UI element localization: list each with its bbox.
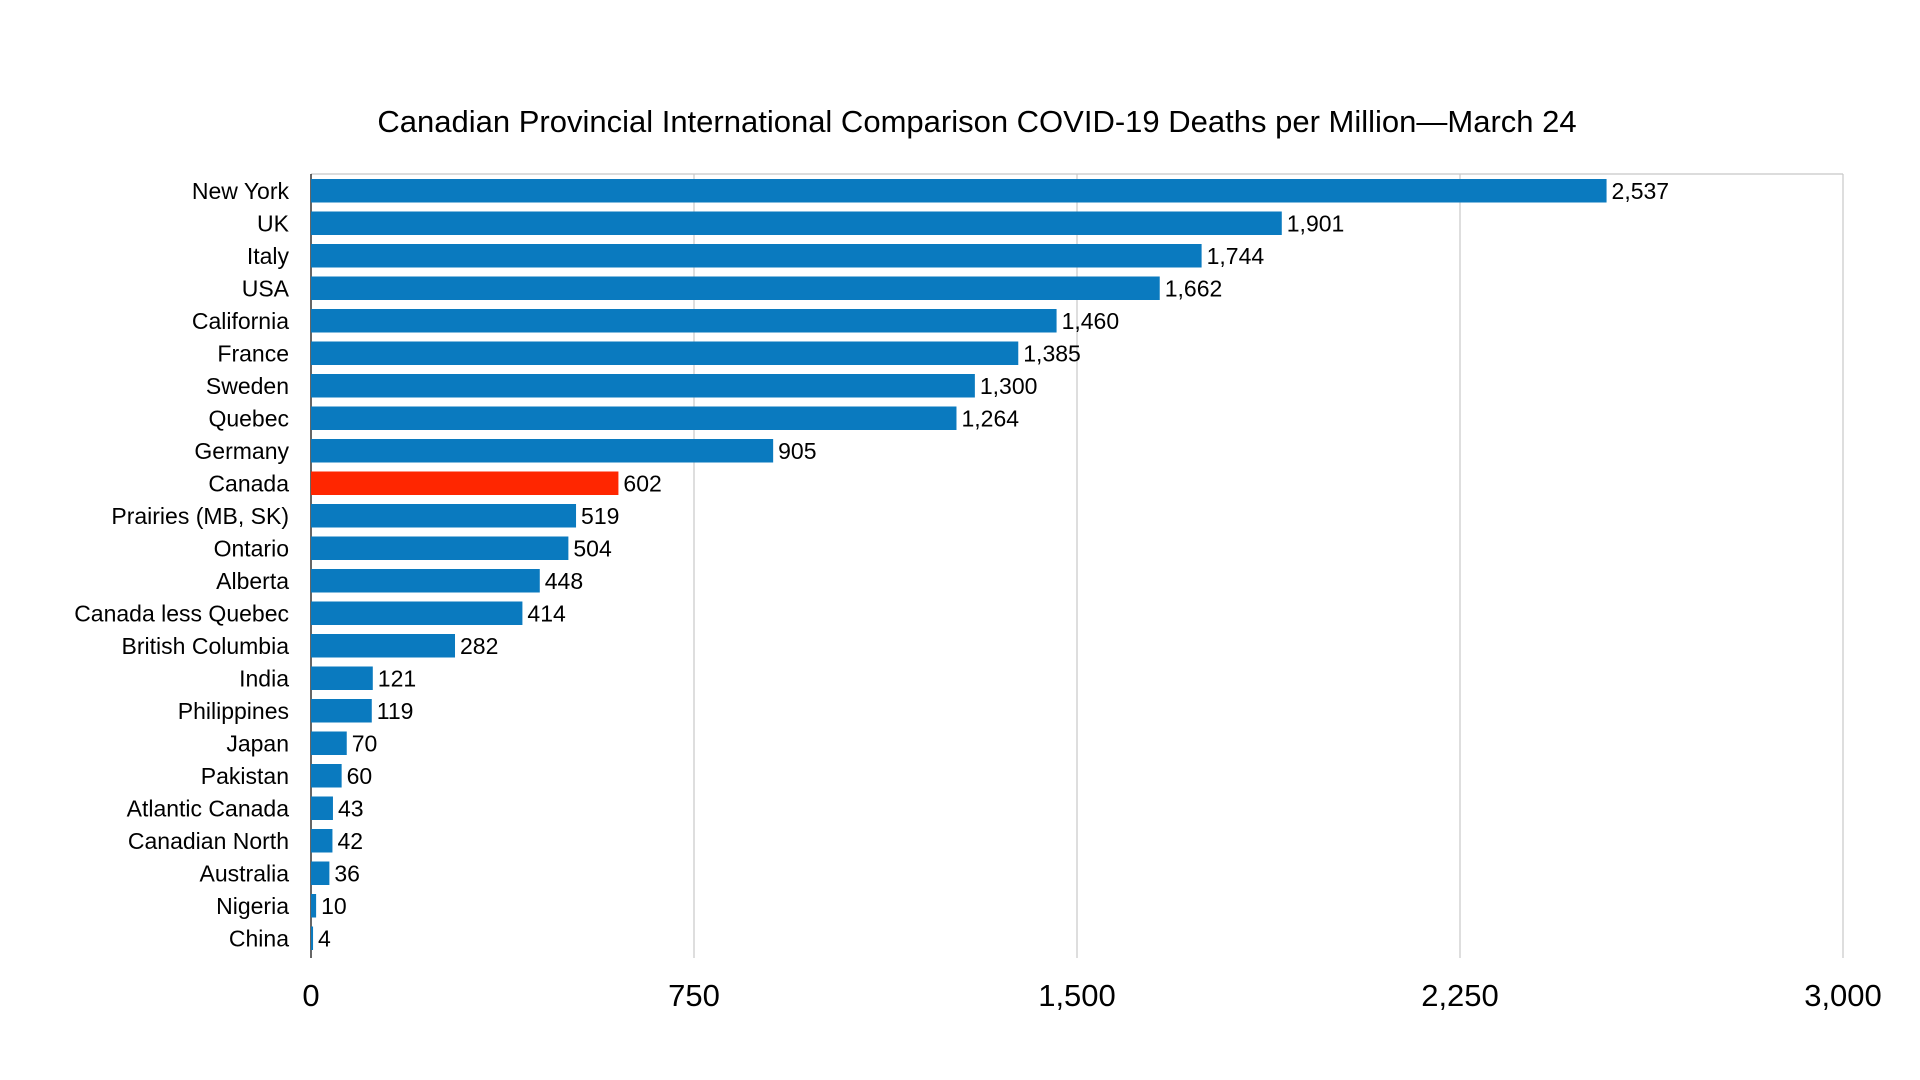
category-label: UK bbox=[257, 210, 290, 236]
category-label: Germany bbox=[194, 438, 289, 464]
bar-australia bbox=[311, 861, 330, 885]
bar-japan bbox=[311, 731, 347, 755]
category-label: Canada bbox=[208, 470, 289, 496]
x-tick-label: 0 bbox=[302, 978, 319, 1013]
category-label: Prairies (MB, SK) bbox=[111, 503, 289, 529]
bar-germany bbox=[311, 439, 774, 463]
category-label: Ontario bbox=[214, 535, 289, 561]
x-tick-label: 1,500 bbox=[1038, 978, 1116, 1013]
x-tick-label: 2,250 bbox=[1421, 978, 1499, 1013]
grid-lines bbox=[310, 173, 1844, 958]
category-labels: New York UK Italy USA California France Sweden… bbox=[74, 178, 289, 952]
data-label: 602 bbox=[623, 470, 661, 496]
x-axis-tick-labels: 0 750 1,500 2,250 3,000 bbox=[302, 978, 1881, 1013]
data-label: 70 bbox=[352, 730, 378, 756]
bar-usa bbox=[311, 276, 1160, 300]
bars bbox=[311, 179, 1607, 950]
data-label: 448 bbox=[545, 568, 583, 594]
category-label: Atlantic Canada bbox=[127, 795, 290, 821]
bar-quebec bbox=[311, 406, 957, 430]
data-label: 119 bbox=[377, 698, 414, 724]
category-label: Alberta bbox=[216, 568, 289, 594]
data-label: 121 bbox=[378, 665, 416, 691]
category-label: Japan bbox=[226, 730, 289, 756]
bar-italy bbox=[311, 244, 1202, 268]
chart-title: Canadian Provincial International Compar… bbox=[377, 104, 1576, 139]
data-label: 60 bbox=[347, 763, 373, 789]
category-label: British Columbia bbox=[122, 633, 290, 659]
data-label: 42 bbox=[337, 828, 363, 854]
category-label: Sweden bbox=[206, 373, 289, 399]
category-label: Canadian North bbox=[128, 828, 289, 854]
bar-alberta bbox=[311, 569, 540, 593]
bar-atlantic-canada bbox=[311, 796, 333, 820]
x-tick-label: 3,000 bbox=[1804, 978, 1882, 1013]
bar-canadian-north bbox=[311, 829, 333, 853]
bar-france bbox=[311, 341, 1019, 365]
value-labels: 2,537 1,901 1,744 1,662 1,460 1,385 1,300 1,264… bbox=[318, 178, 1669, 952]
category-label: California bbox=[192, 308, 289, 334]
bar-canada-less-quebec bbox=[311, 601, 523, 625]
data-label: 905 bbox=[778, 438, 816, 464]
data-label: 1,901 bbox=[1287, 210, 1345, 236]
data-label: 43 bbox=[338, 795, 364, 821]
data-label: 36 bbox=[334, 860, 360, 886]
bar-california bbox=[311, 309, 1057, 333]
data-label: 1,264 bbox=[961, 405, 1019, 431]
bar-canada bbox=[311, 471, 619, 495]
data-label: 519 bbox=[581, 503, 619, 529]
category-label: Nigeria bbox=[216, 893, 289, 919]
bar-india bbox=[311, 666, 373, 690]
category-label: Australia bbox=[200, 860, 290, 886]
category-label: Pakistan bbox=[201, 763, 289, 789]
data-label: 504 bbox=[573, 535, 612, 561]
data-label: 1,662 bbox=[1165, 275, 1223, 301]
category-label: USA bbox=[242, 275, 290, 301]
bar-sweden bbox=[311, 374, 975, 398]
bar-philippines bbox=[311, 699, 372, 723]
bar-new-york bbox=[311, 179, 1607, 203]
bar-nigeria bbox=[311, 894, 317, 918]
category-label: France bbox=[217, 340, 289, 366]
category-label: Canada less Quebec bbox=[74, 600, 289, 626]
data-label: 4 bbox=[318, 925, 331, 951]
category-label: Italy bbox=[247, 243, 290, 269]
x-tick-label: 750 bbox=[668, 978, 720, 1013]
data-label: 1,300 bbox=[980, 373, 1038, 399]
category-label: Philippines bbox=[178, 698, 289, 724]
category-label: Quebec bbox=[208, 405, 289, 431]
data-label: 282 bbox=[460, 633, 498, 659]
bar-british-columbia bbox=[311, 634, 456, 658]
category-label: China bbox=[229, 925, 289, 951]
data-label: 1,385 bbox=[1023, 340, 1081, 366]
bar-prairies-mb-sk bbox=[311, 504, 577, 528]
data-label: 2,537 bbox=[1612, 178, 1670, 204]
category-label: New York bbox=[192, 178, 290, 204]
data-label: 414 bbox=[527, 600, 566, 626]
bar-ontario bbox=[311, 536, 569, 560]
bar-pakistan bbox=[311, 764, 342, 788]
bar-uk bbox=[311, 211, 1282, 235]
data-label: 1,744 bbox=[1207, 243, 1265, 269]
category-label: India bbox=[239, 665, 289, 691]
data-label: 10 bbox=[321, 893, 347, 919]
bar-china bbox=[311, 926, 314, 950]
data-label: 1,460 bbox=[1062, 308, 1120, 334]
